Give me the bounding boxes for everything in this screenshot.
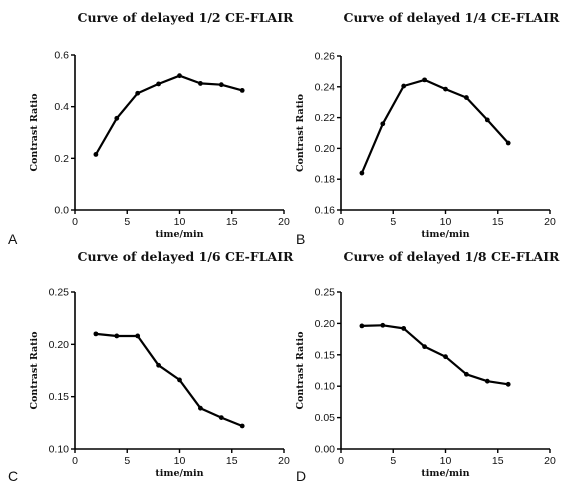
y-axis-label: Contrast Ratio xyxy=(295,94,306,172)
data-point xyxy=(135,90,141,96)
y-tick-label: 0.05 xyxy=(315,412,336,424)
y-tick-label: 0.25 xyxy=(315,287,336,299)
y-axis-label: Contrast Ratio xyxy=(29,332,40,410)
y-tick-label: 0.26 xyxy=(315,51,336,63)
data-point xyxy=(443,354,448,360)
data-point xyxy=(359,170,365,176)
panel-label: B xyxy=(296,231,305,247)
data-point xyxy=(156,362,162,368)
y-tick-label: 0.00 xyxy=(315,444,336,456)
data-point xyxy=(198,81,203,86)
x-axis-label: time/min xyxy=(421,468,469,479)
data-point xyxy=(239,87,245,93)
x-tick-label: 10 xyxy=(174,455,186,467)
data-point xyxy=(422,77,427,83)
data-point xyxy=(177,377,182,383)
y-tick-label: 0.16 xyxy=(315,205,336,217)
y-tick-label: 0.4 xyxy=(54,101,69,113)
data-point xyxy=(484,117,490,123)
x-tick-label: 20 xyxy=(544,216,556,228)
x-tick-label: 0 xyxy=(338,455,344,467)
data-point xyxy=(380,322,386,328)
x-tick-label: 15 xyxy=(492,455,504,467)
data-point xyxy=(505,381,511,387)
data-point xyxy=(198,405,203,411)
data-point xyxy=(93,331,99,337)
y-tick-label: 0.20 xyxy=(315,318,336,330)
panel-b: Curve of delayed 1/4 CE-FLAIR 0 5 10 15 20 0.1… xyxy=(295,10,560,247)
data-point xyxy=(484,378,490,384)
data-point xyxy=(422,344,427,350)
series-line xyxy=(360,78,510,174)
data-point xyxy=(93,152,99,157)
data-point xyxy=(239,423,245,429)
y-tick-label: 0.25 xyxy=(49,287,70,299)
chart-title: Curve of delayed 1/2 CE-FLAIR xyxy=(78,10,295,25)
x-tick-label: 10 xyxy=(440,216,452,228)
y-tick-label: 0.6 xyxy=(54,50,69,62)
y-tick-label: 0.15 xyxy=(315,349,336,361)
data-point xyxy=(114,115,120,121)
x-tick-label: 5 xyxy=(124,455,130,467)
data-point xyxy=(401,326,407,331)
data-point xyxy=(114,333,120,339)
chart-title: Curve of delayed 1/4 CE-FLAIR xyxy=(344,10,561,25)
x-tick-label: 5 xyxy=(390,455,396,467)
x-tick-label: 15 xyxy=(226,455,238,467)
chart-title: Curve of delayed 1/6 CE-FLAIR xyxy=(78,249,295,264)
x-tick-label: 15 xyxy=(226,216,238,228)
chart-title: Curve of delayed 1/8 CE-FLAIR xyxy=(344,249,561,264)
x-tick-label: 5 xyxy=(124,216,130,228)
x-tick-label: 15 xyxy=(492,216,504,228)
series-line xyxy=(361,324,509,386)
data-point xyxy=(359,323,365,329)
y-tick-label: 0.20 xyxy=(49,339,70,351)
data-point xyxy=(218,415,224,420)
y-tick-label: 0.22 xyxy=(315,112,336,124)
x-tick-label: 20 xyxy=(544,455,556,467)
data-point xyxy=(464,95,469,100)
x-tick-label: 0 xyxy=(72,216,78,228)
data-point xyxy=(401,83,407,89)
data-point xyxy=(156,81,162,87)
x-tick-label: 20 xyxy=(278,455,290,467)
x-axis-label: time/min xyxy=(421,229,469,240)
series-line xyxy=(94,74,243,156)
data-point xyxy=(464,371,469,377)
y-tick-label: 0.10 xyxy=(49,444,70,456)
x-tick-label: 0 xyxy=(338,216,344,228)
x-tick-label: 10 xyxy=(174,216,186,228)
data-point xyxy=(505,140,511,146)
y-tick-label: 0.10 xyxy=(315,381,336,393)
panel-a: Curve of delayed 1/2 CE-FLAIR 0 5 10 15 20 0.0… xyxy=(8,10,294,247)
y-tick-label: 0.20 xyxy=(315,143,336,155)
data-point xyxy=(135,333,141,339)
x-tick-label: 5 xyxy=(390,216,396,228)
x-tick-label: 10 xyxy=(440,455,452,467)
panel-label: A xyxy=(8,231,18,247)
y-tick-label: 0.24 xyxy=(315,81,336,93)
data-point xyxy=(218,82,224,88)
data-point xyxy=(380,121,386,127)
panel-label: C xyxy=(8,468,18,484)
panel-label: D xyxy=(296,468,306,484)
panel-c: Curve of delayed 1/6 CE-FLAIR 0 5 10 15 20 0.1… xyxy=(8,249,294,484)
y-tick-label: 0.2 xyxy=(54,153,69,165)
y-tick-label: 0.15 xyxy=(49,391,70,403)
y-tick-label: 0.0 xyxy=(54,205,69,217)
data-point xyxy=(177,73,182,79)
y-tick-label: 0.18 xyxy=(315,174,336,186)
x-axis-label: time/min xyxy=(155,229,203,240)
panel-d: Curve of delayed 1/8 CE-FLAIR 0 5 10 15 20 0.0… xyxy=(295,249,560,484)
y-axis-label: Contrast Ratio xyxy=(29,94,40,172)
series-line xyxy=(95,332,243,428)
x-tick-label: 20 xyxy=(278,216,290,228)
x-axis-label: time/min xyxy=(155,468,203,479)
y-axis-label: Contrast Ratio xyxy=(295,332,306,410)
data-point xyxy=(443,86,448,92)
x-tick-label: 0 xyxy=(72,455,78,467)
